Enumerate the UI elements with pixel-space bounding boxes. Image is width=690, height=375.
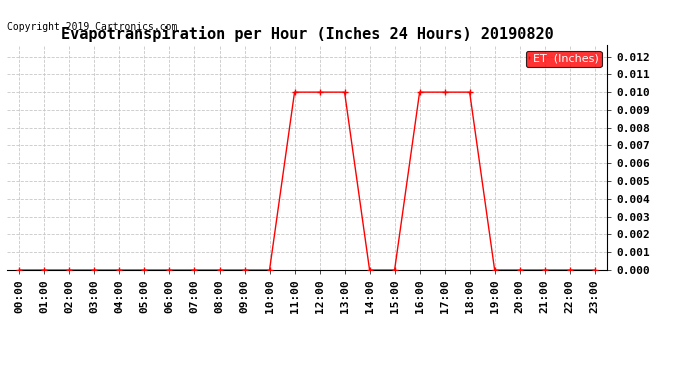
- Text: Copyright 2019 Cartronics.com: Copyright 2019 Cartronics.com: [7, 21, 177, 32]
- Title: Evapotranspiration per Hour (Inches 24 Hours) 20190820: Evapotranspiration per Hour (Inches 24 H…: [61, 27, 553, 42]
- Legend: ET  (Inches): ET (Inches): [526, 51, 602, 67]
